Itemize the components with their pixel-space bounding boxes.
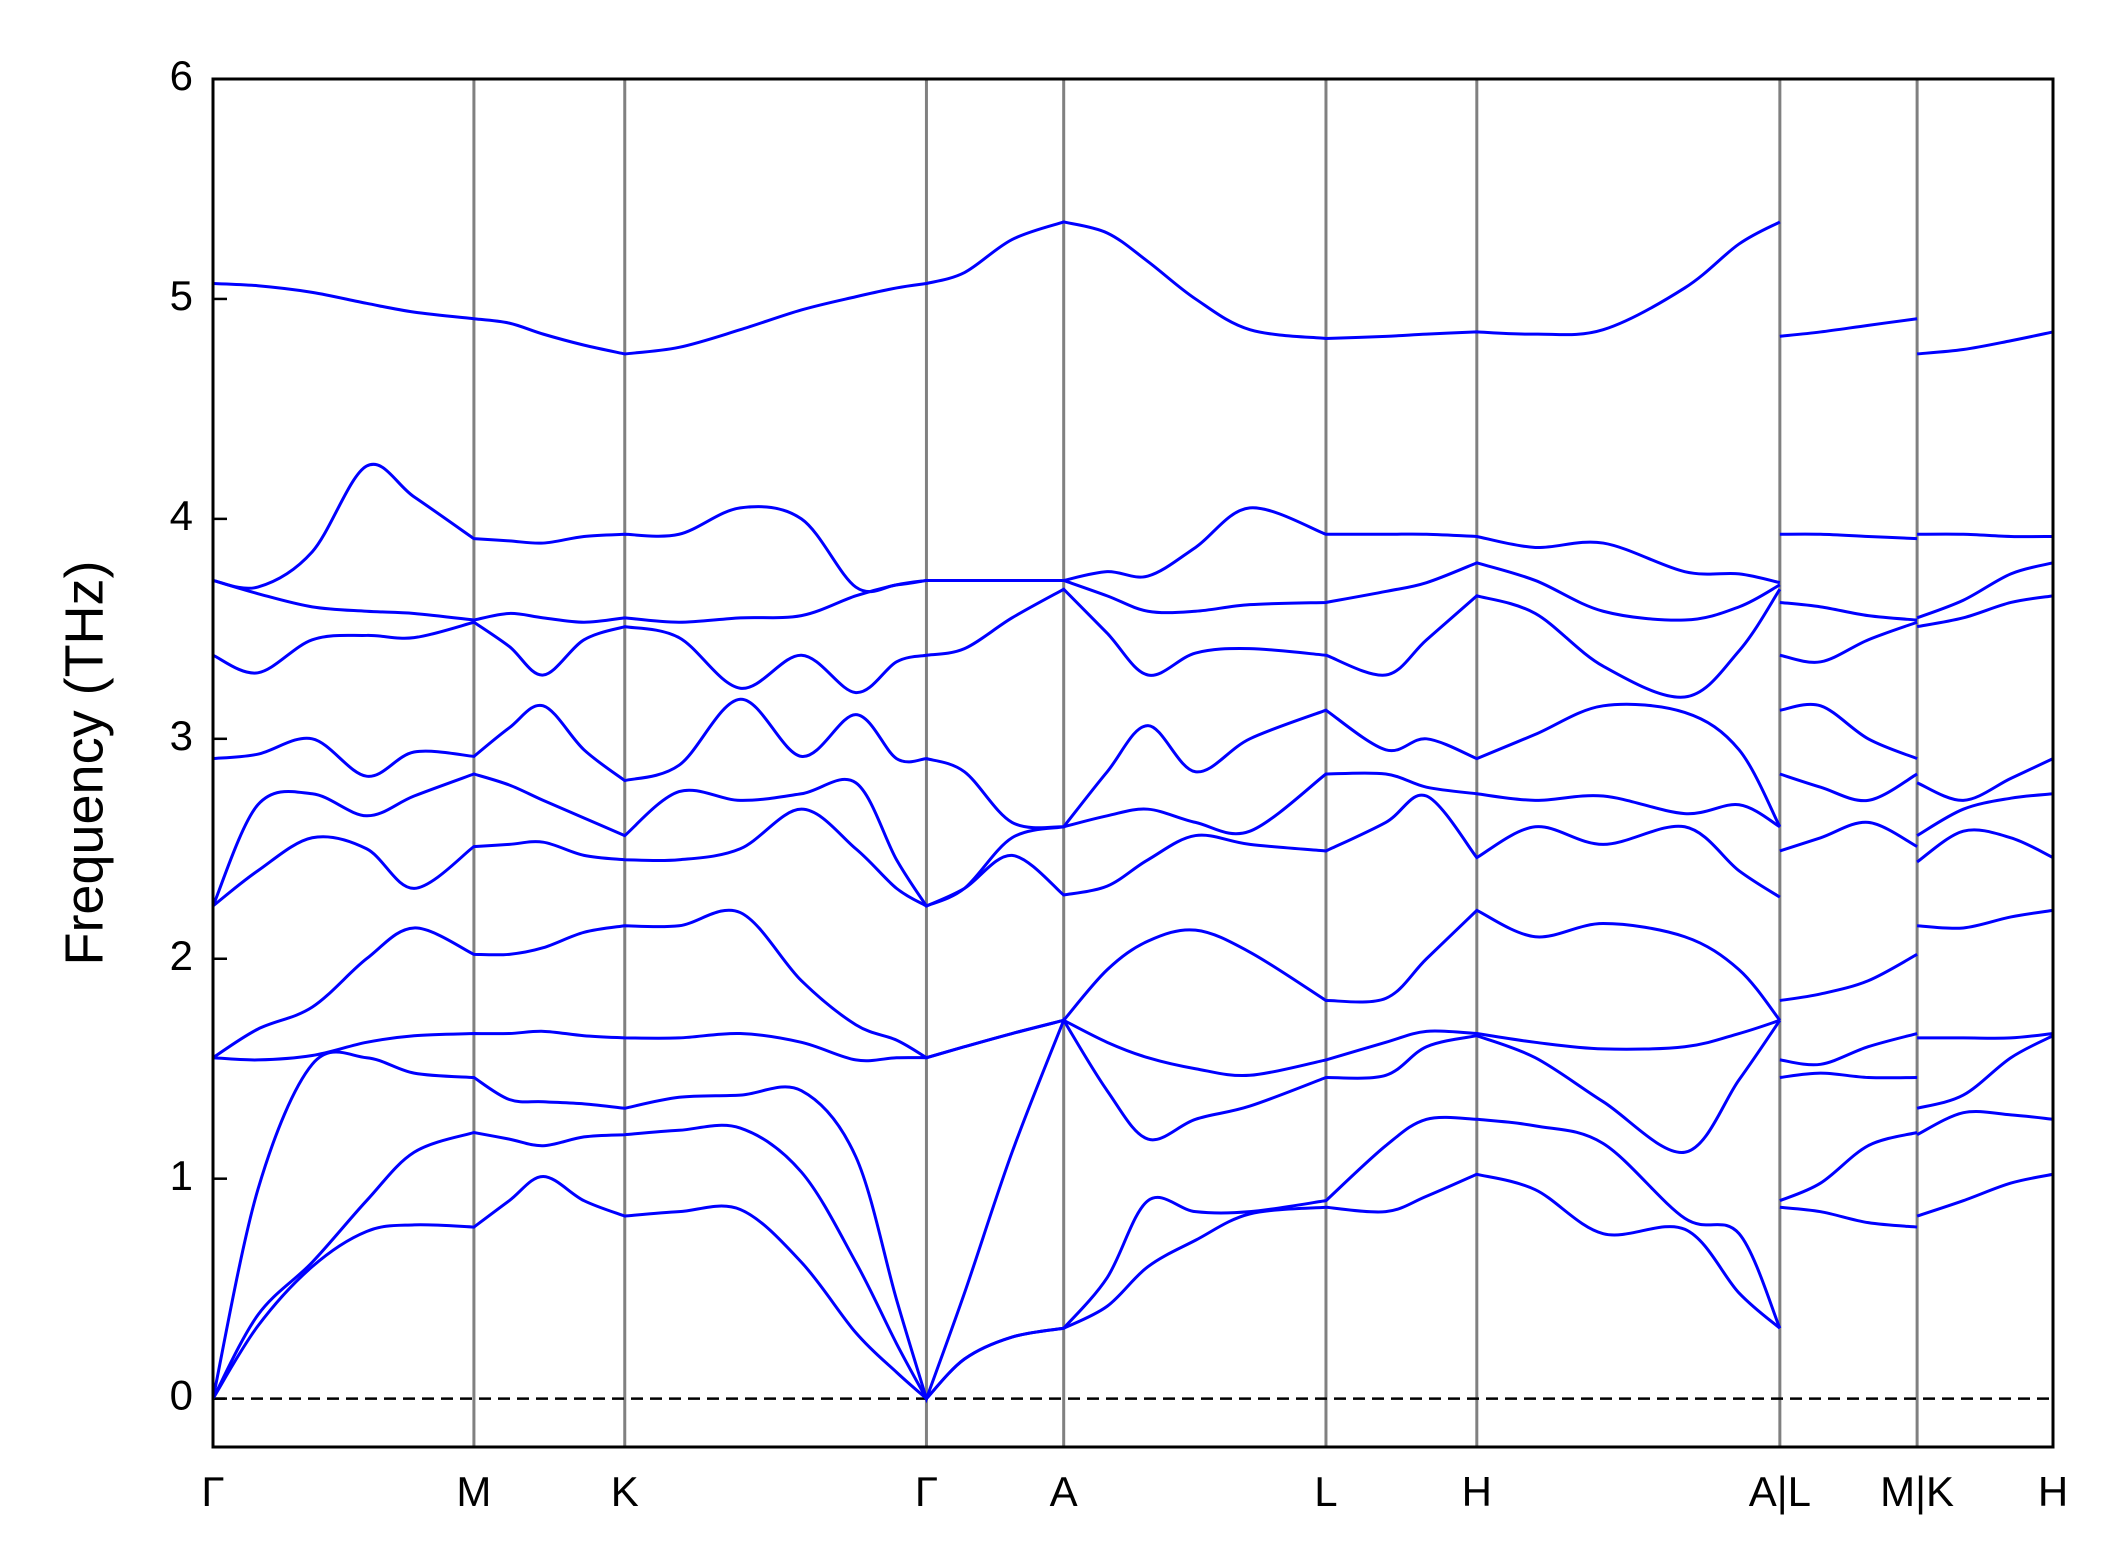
y-tick-label: 2: [170, 932, 193, 979]
x-tick-label: M|K: [1880, 1468, 1954, 1515]
band-line: [211, 1016, 2054, 1404]
band-line: [212, 220, 2054, 356]
x-tick-label: M: [456, 1468, 491, 1515]
x-tick-label: A: [1050, 1468, 1078, 1515]
x-tick-label: Γ: [915, 1468, 938, 1515]
band-line: [212, 793, 2054, 908]
y-tick-label: 1: [170, 1152, 193, 1199]
x-tick-label: H: [2038, 1468, 2068, 1515]
y-tick-label: 0: [170, 1372, 193, 1419]
x-tick-label: H: [1462, 1468, 1492, 1515]
band-line: [212, 697, 2054, 830]
y-tick-label: 5: [170, 272, 193, 319]
band-line: [212, 908, 2054, 1060]
x-tick-label: K: [611, 1468, 639, 1515]
band-line: [212, 462, 2054, 594]
y-tick-label: 6: [170, 52, 193, 99]
y-tick-label: 4: [170, 492, 193, 539]
x-tick-label: Γ: [201, 1468, 224, 1515]
band-line: [211, 1172, 2054, 1401]
x-tick-label: L: [1314, 1468, 1337, 1515]
band-line: [212, 587, 2054, 699]
x-tick-label: A|L: [1749, 1468, 1811, 1515]
band-line: [212, 1018, 2054, 1078]
band-line: [211, 771, 2054, 908]
y-tick-label: 3: [170, 712, 193, 759]
y-axis-label: Frequency (THz): [54, 560, 114, 965]
plot-frame: [211, 77, 2055, 1449]
band-line: [211, 1109, 2054, 1402]
